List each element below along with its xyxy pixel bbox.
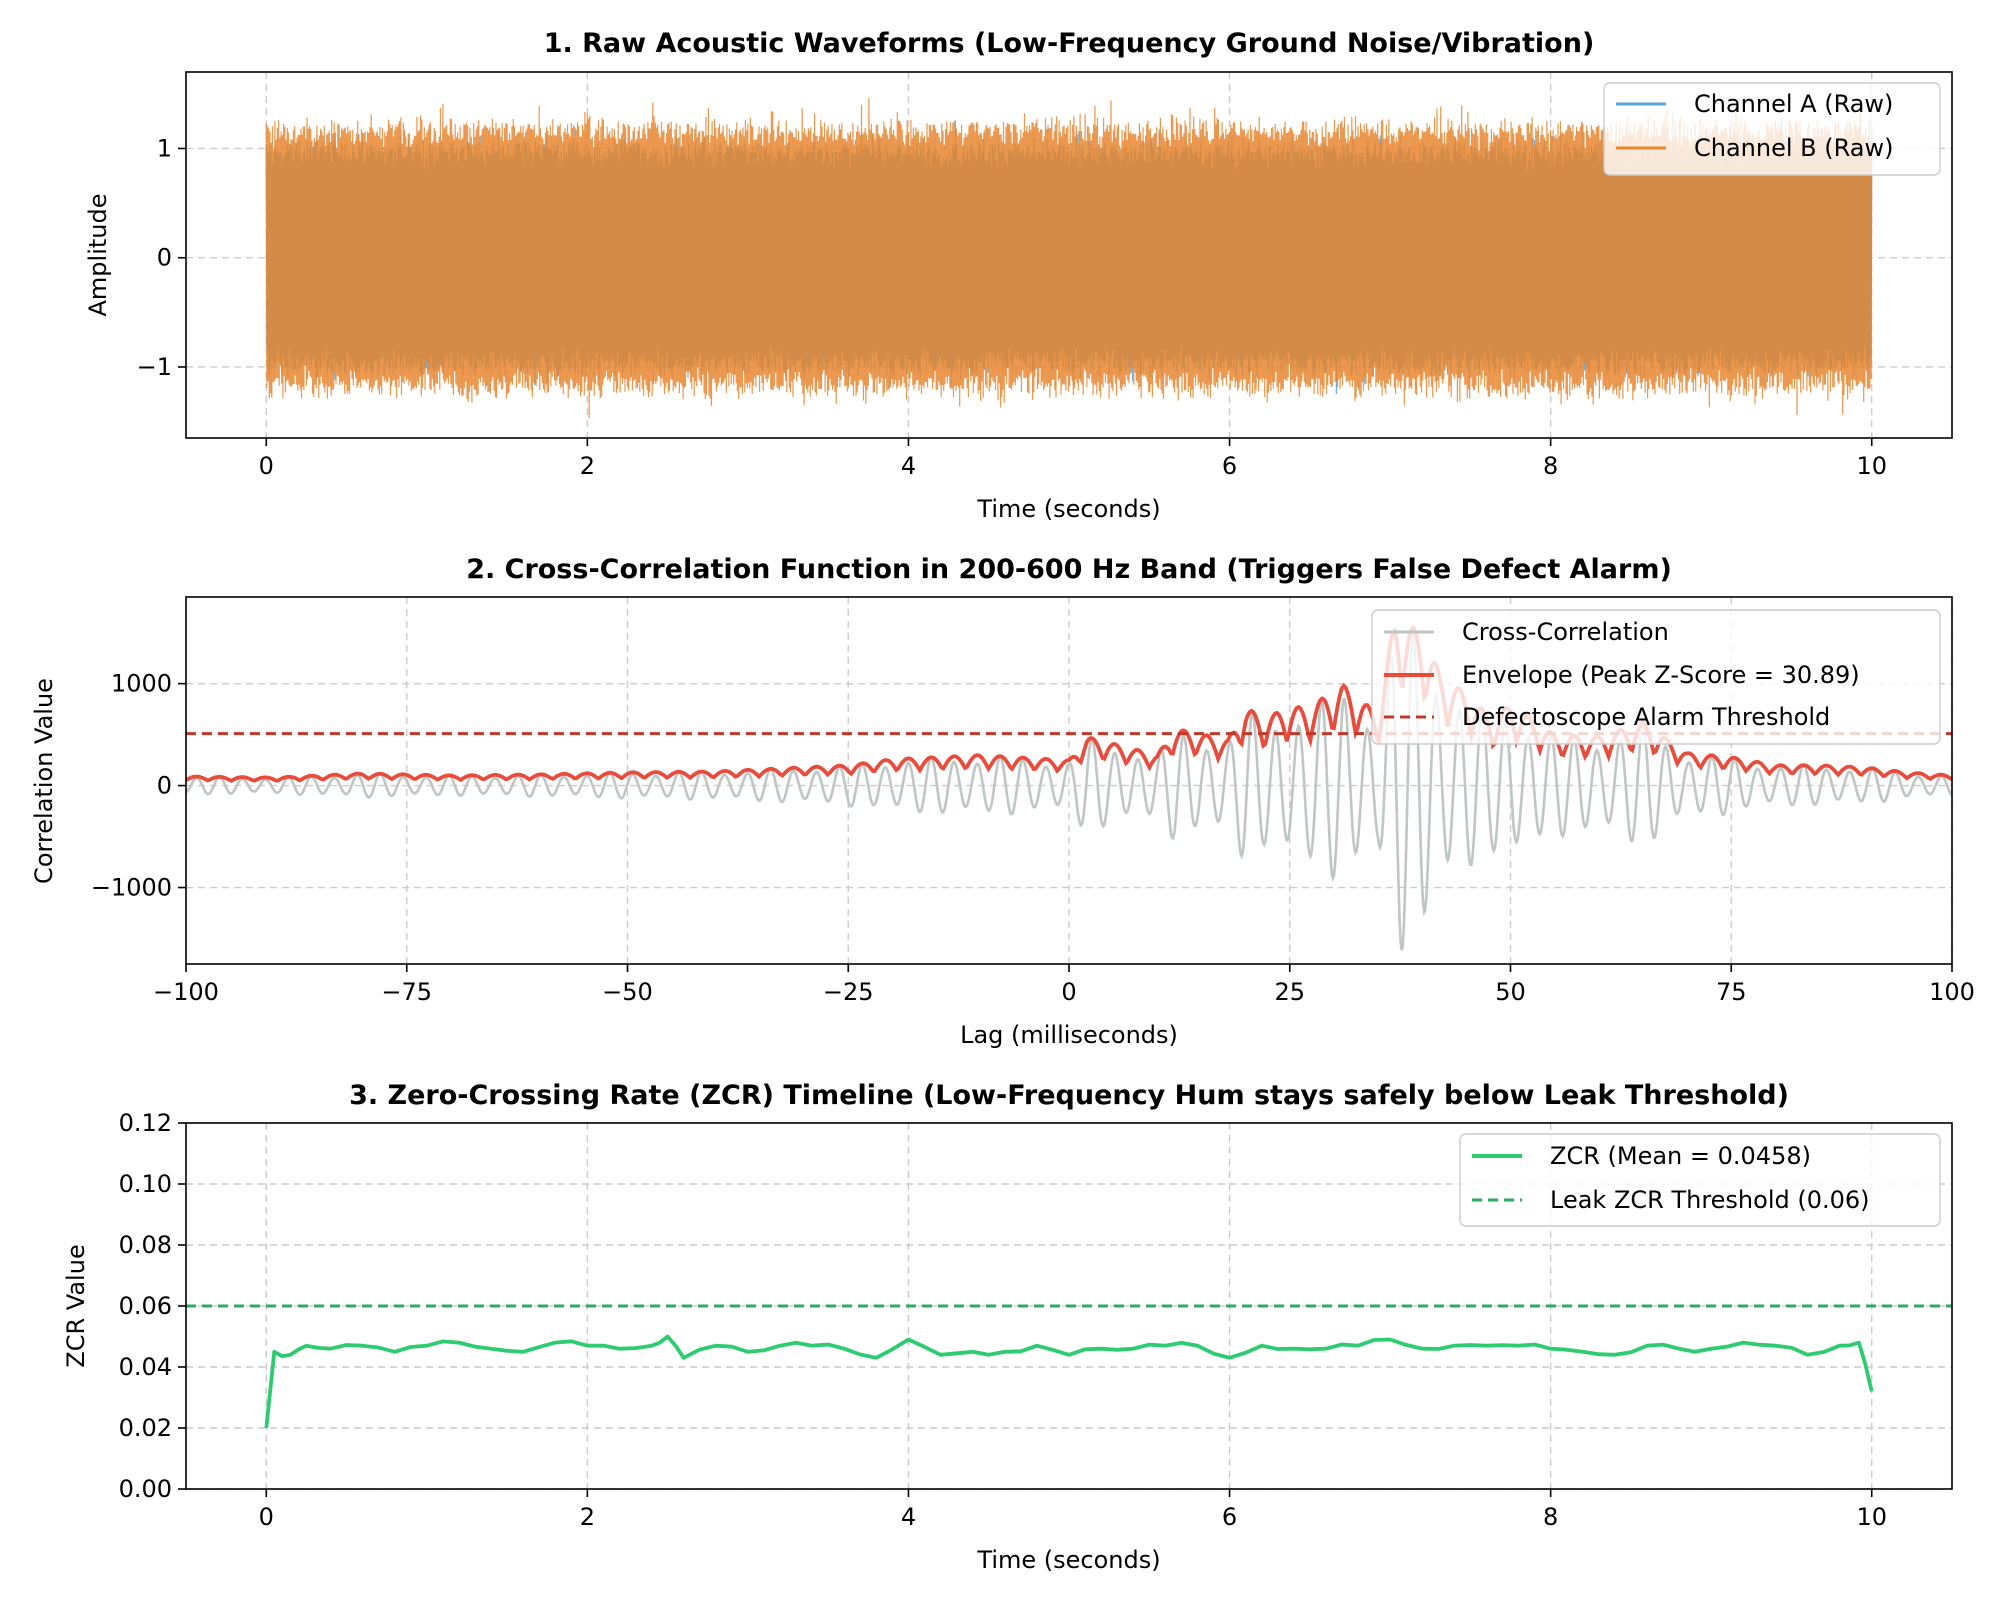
x-tick-label: 8 [1543,1503,1558,1531]
panel-2-legend-box [1371,609,1941,745]
cross-correlation-line [186,631,1952,951]
panel-3-legend-box [1459,1133,1941,1227]
y-tick-label: 0.08 [119,1231,172,1259]
x-tick-label: 0 [1061,978,1076,1006]
panel-1-title: 1. Raw Acoustic Waveforms (Low-Frequency… [544,28,1595,59]
x-tick-label: 100 [1929,978,1975,1006]
y-tick-label: 0 [157,244,172,272]
y-tick-label: −1000 [91,874,172,902]
panel-1-xlabel: Time (seconds) [976,495,1160,523]
x-tick-label: −25 [823,978,874,1006]
y-tick-label: 0.06 [119,1292,172,1320]
panel-1-frame [185,71,1953,439]
panel-2-title: 2. Cross-Correlation Function in 200-600… [466,554,1672,585]
panel-3-plot-area [186,1304,1952,1429]
legend-envelope-label: Envelope (Peak Z-Score = 30.89) [1462,661,1860,689]
legend-channel-b-label: Channel B (Raw) [1694,134,1893,162]
x-tick-label: 6 [1222,452,1237,480]
envelope-line [186,625,1952,783]
x-tick-label: −50 [602,978,653,1006]
legend-cross-correlation-label: Cross-Correlation [1462,618,1669,646]
y-tick-label: 1 [157,134,172,162]
panel-3-ticks: 0 2 4 6 8 10 0.00 0.02 0.04 0.06 0.08 0.10 0.12 [119,1109,1887,1531]
x-tick-label: 6 [1222,1503,1237,1531]
zcr-line [264,1334,1874,1429]
y-tick-label: 0 [157,772,172,800]
legend-zcr-label: ZCR (Mean = 0.0458) [1550,1142,1811,1170]
panel-1-ylabel: Amplitude [84,194,112,317]
y-tick-label: 0.12 [119,1109,172,1137]
x-tick-label: 10 [1856,452,1887,480]
panel-2: 2. Cross-Correlation Function in 200-600… [30,554,1975,1049]
panel-2-plot-area [186,625,1952,951]
panel-3: 3. Zero-Crossing Rate (ZCR) Timeline (Lo… [62,1080,1953,1574]
y-tick-label: 0.00 [119,1475,172,1503]
legend-channel-a-label: Channel A (Raw) [1694,90,1893,118]
panel-1-plot-area [265,98,1873,419]
channel-b-waveform [265,98,1873,419]
x-tick-label: −100 [153,978,219,1006]
panel-3-ylabel: ZCR Value [62,1244,90,1367]
x-tick-label: 4 [901,1503,916,1531]
y-tick-label: 0.04 [119,1353,172,1381]
x-tick-label: 25 [1274,978,1305,1006]
panel-3-legend: ZCR (Mean = 0.0458) Leak ZCR Threshold (… [1459,1133,1941,1227]
x-tick-label: 4 [901,452,916,480]
y-tick-label: 0.10 [119,1170,172,1198]
y-tick-label: −1 [137,353,172,381]
panel-2-ylabel: Correlation Value [30,678,58,884]
x-tick-label: 0 [259,452,274,480]
x-tick-label: 50 [1495,978,1526,1006]
y-tick-label: 1000 [111,670,172,698]
panel-1-legend: Channel A (Raw) Channel B (Raw) [1603,82,1941,176]
x-tick-label: 2 [580,452,595,480]
x-tick-label: 2 [580,1503,595,1531]
x-tick-label: 75 [1716,978,1747,1006]
panel-3-xlabel: Time (seconds) [976,1546,1160,1574]
panel-2-legend: Cross-Correlation Envelope (Peak Z-Score… [1371,609,1941,745]
x-tick-label: −75 [381,978,432,1006]
legend-alarm-threshold-label: Defectoscope Alarm Threshold [1462,703,1830,731]
x-tick-label: 10 [1856,1503,1887,1531]
panel-1-ticks: 0 2 4 6 8 10 −1 0 1 [137,134,1887,480]
panel-3-title: 3. Zero-Crossing Rate (ZCR) Timeline (Lo… [349,1080,1789,1111]
panel-2-ticks: −100 −75 −50 −25 0 25 50 75 100 −1000 0 1000 [91,670,1975,1006]
panel-1-legend-box [1603,82,1941,176]
x-tick-label: 0 [259,1503,274,1531]
panel-2-xlabel: Lag (milliseconds) [960,1021,1178,1049]
x-tick-label: 8 [1543,452,1558,480]
legend-leak-threshold-label: Leak ZCR Threshold (0.06) [1550,1186,1870,1214]
panel-1: 1. Raw Acoustic Waveforms (Low-Frequency… [84,28,1953,523]
y-tick-label: 0.02 [119,1414,172,1442]
